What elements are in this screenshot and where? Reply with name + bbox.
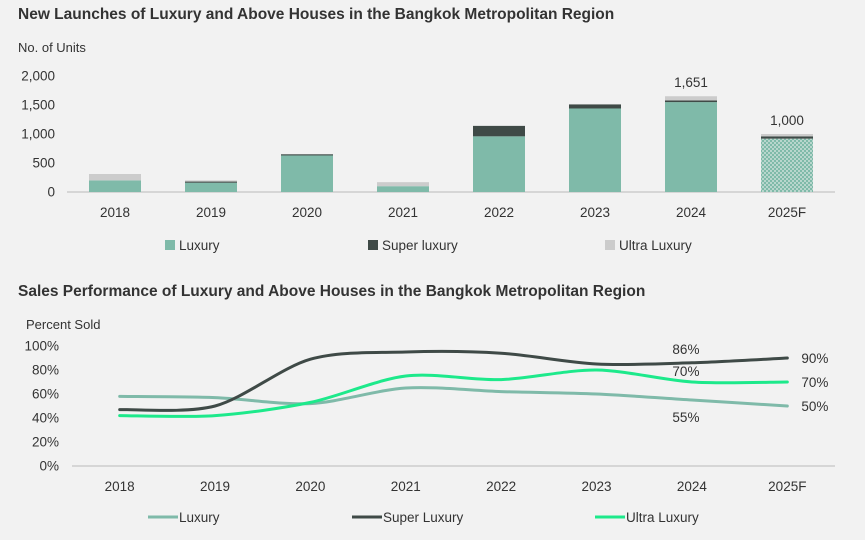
chart1-title: New Launches of Luxury and Above Houses … <box>18 6 615 23</box>
bar-luxury-2023 <box>569 108 621 192</box>
line-ultra-luxury <box>118 368 789 418</box>
chart1-y-tick-label: 1,000 <box>21 127 55 142</box>
bar-super-luxury-2022 <box>473 125 525 137</box>
bar-ultra-luxury-2025f <box>761 134 813 137</box>
chart2-x-tick-label: 2022 <box>486 479 516 494</box>
bar-luxury-2020 <box>281 155 333 192</box>
bar-super-luxury-2023 <box>569 104 621 109</box>
legend-swatch-super-luxury <box>368 240 378 250</box>
chart1-y-tick-label: 1,500 <box>21 98 55 113</box>
chart2-y-tick-label: 0% <box>39 459 59 474</box>
legend-label-luxury: Luxury <box>179 510 220 525</box>
chart1-y-tick-label: 500 <box>32 156 55 171</box>
launches-bar-chart: 0 500 1,000 1,500 2,000 2018 2019 2020 2021 2022 2… <box>21 69 835 253</box>
bar-luxury-2024 <box>665 102 717 192</box>
chart2-x-tick-label: 2023 <box>582 479 612 494</box>
chart1-x-tick-label: 2023 <box>580 205 610 220</box>
bar-ultra-luxury-2021 <box>377 182 429 187</box>
chart2-x-tick-label: 2025F <box>768 479 806 494</box>
chart2-x-tick-label: 2019 <box>200 479 230 494</box>
legend-label-luxury: Luxury <box>179 238 220 253</box>
chart2-title: Sales Performance of Luxury and Above Ho… <box>18 283 646 300</box>
bar-luxury-2025f <box>761 138 813 192</box>
data-label-2025f-luxury: 50% <box>801 399 828 414</box>
data-label-2025f-ultra-luxury: 70% <box>801 375 828 390</box>
chart2-y-tick-label: 80% <box>32 363 59 378</box>
chart2-x-tick-label: 2024 <box>677 479 708 494</box>
chart1-x-tick-label: 2020 <box>292 205 322 220</box>
chart1-y-tick-label: 2,000 <box>21 69 55 84</box>
data-label-total-2025f: 1,000 <box>770 113 804 128</box>
bar-super-luxury-2019 <box>185 181 237 183</box>
bar-super-luxury-2024 <box>665 100 717 103</box>
chart2-y-tick-label: 20% <box>32 435 59 450</box>
legend-swatch-ultra-luxury <box>605 240 615 250</box>
bar-luxury-2019 <box>185 182 237 192</box>
legend-label-super-luxury: Super luxury <box>382 238 458 253</box>
data-label-total-2024: 1,651 <box>674 75 708 90</box>
legend-swatch-luxury <box>165 240 175 250</box>
bar-super-luxury-2020 <box>281 154 333 156</box>
chart2-y-tick-label: 60% <box>32 387 59 402</box>
chart2-x-tick-label: 2021 <box>391 479 421 494</box>
line-luxury <box>118 386 789 408</box>
data-label-2024-luxury: 55% <box>672 410 699 425</box>
bar-ultra-luxury-2024 <box>665 96 717 101</box>
chart1-y-tick-label: 0 <box>47 185 55 200</box>
legend-label-super-luxury: Super Luxury <box>383 510 464 525</box>
chart1-x-tick-label: 2022 <box>484 205 514 220</box>
bar-luxury-2018 <box>89 180 141 192</box>
chart1-y-axis-label: No. of Units <box>18 40 86 55</box>
data-label-2024-ultra-luxury: 70% <box>672 364 699 379</box>
bar-luxury-2021 <box>377 186 429 192</box>
bar-ultra-luxury-2019 <box>185 180 237 182</box>
chart1-x-tick-label: 2024 <box>676 205 707 220</box>
line-super-luxury <box>118 350 789 412</box>
legend-label-ultra-luxury: Ultra Luxury <box>619 238 692 253</box>
chart2-x-tick-label: 2020 <box>295 479 325 494</box>
chart2-y-tick-label: 100% <box>24 339 59 354</box>
data-label-2024-super-luxury: 86% <box>672 342 699 357</box>
chart1-x-tick-label: 2018 <box>100 205 130 220</box>
bar-luxury-2022 <box>473 136 525 192</box>
bar-super-luxury-2025f <box>761 136 813 139</box>
bar-ultra-luxury-2018 <box>89 174 141 181</box>
chart1-x-tick-label: 2025F <box>768 205 806 220</box>
chart2-y-axis-label: Percent Sold <box>26 317 101 332</box>
data-label-2025f-super-luxury: 90% <box>801 351 828 366</box>
chart2-x-tick-label: 2018 <box>105 479 135 494</box>
chart1-x-tick-label: 2019 <box>196 205 226 220</box>
legend-label-ultra-luxury: Ultra Luxury <box>626 510 699 525</box>
chart2-y-tick-label: 40% <box>32 411 59 426</box>
chart1-x-tick-label: 2021 <box>388 205 418 220</box>
